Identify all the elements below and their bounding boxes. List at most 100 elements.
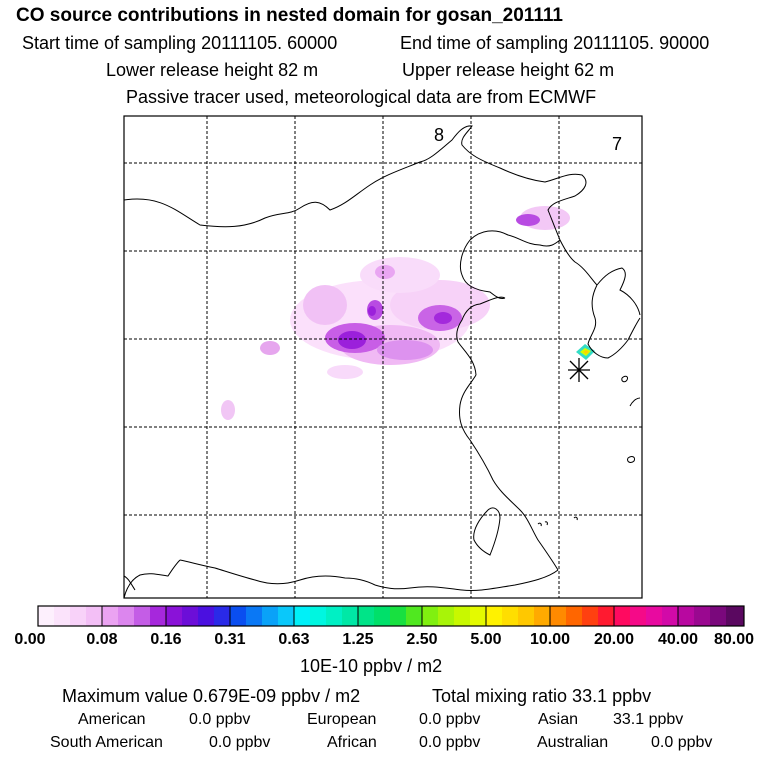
colorbar-swatch [358,606,374,626]
colorbar-swatch [454,606,470,626]
receptor-hotspot [583,350,589,354]
colorbar-swatch [182,606,198,626]
colorbar-swatch [342,606,358,626]
plume-core [368,306,376,316]
colorbar-swatch [438,606,454,626]
colorbar-swatch [518,606,534,626]
australian-label: Australian [537,734,609,751]
colorbar-swatch [502,606,518,626]
colorbar-frame [37,605,745,627]
colorbar-swatch [486,606,502,626]
colorbar-swatch [374,606,390,626]
colorbar-swatch [566,606,582,626]
asian-value: 33.1 ppbv [613,711,684,728]
colorbar-swatch [710,606,726,626]
plot-title: CO source contributions in nested domain… [16,5,563,26]
colorbar-tick-label: 0.63 [278,631,310,648]
south-american-label: South American [50,734,163,751]
colorbar-tick-label: 5.00 [470,631,502,648]
colorbar-swatch [150,606,166,626]
plume-mid [377,340,433,360]
receptor-marker [568,358,590,382]
coastlines [123,125,641,599]
colorbar-dividers [101,606,679,626]
plume-mid [516,214,540,226]
european-value: 0.0 ppbv [419,711,481,728]
colorbar-swatch [262,606,278,626]
american-label: American [78,711,146,728]
colorbar-swatch [694,606,710,626]
colorbar-swatch [86,606,102,626]
colorbar-swatch [230,606,246,626]
zone-label-7: 7 [612,134,622,154]
colorbar-swatch [422,606,438,626]
colorbar-swatch [38,606,54,626]
colorbar-swatch [582,606,598,626]
colorbar-swatches [38,606,744,626]
colorbar-swatch [678,606,694,626]
colorbar-swatch [278,606,294,626]
colorbar-tick-label: 20.00 [593,631,635,648]
colorbar-swatch [214,606,230,626]
colorbar-swatch [550,606,566,626]
colorbar-tick-label: 40.00 [657,631,699,648]
colorbar-swatch [630,606,646,626]
colorbar-swatch [646,606,662,626]
colorbar-swatch [614,606,630,626]
total-mixing-ratio-label: Total mixing ratio 33.1 ppbv [432,686,652,706]
colorbar-swatch [310,606,326,626]
colorbar-swatch [198,606,214,626]
tracer-note: Passive tracer used, meteorological data… [126,87,597,107]
australian-value: 0.0 ppbv [651,734,713,751]
plume-core [434,312,452,324]
colorbar-tick-label: 1.25 [342,631,374,648]
colorbar-swatch [70,606,86,626]
map-frame [123,115,643,599]
colorbar-swatch [118,606,134,626]
plume-contours [221,206,595,420]
colorbar-swatch [598,606,614,626]
colorbar-unit-label: 10E-10 ppbv / m2 [300,656,443,676]
colorbar-tick-label: 0.08 [86,631,118,648]
plume-outer [327,365,363,379]
colorbar-swatch [246,606,262,626]
european-label: European [307,711,377,728]
plume-mid [375,265,395,279]
end-time-label: End time of sampling 20111105. 90000 [400,33,710,53]
colorbar-swatch [406,606,422,626]
upper-release-height-label: Upper release height 62 m [402,60,615,80]
colorbar-swatch [534,606,550,626]
plume-core [338,331,366,349]
african-value: 0.0 ppbv [419,734,481,751]
colorbar-swatch [102,606,118,626]
colorbar-swatch [54,606,70,626]
asian-label: Asian [538,711,579,728]
start-time-label: Start time of sampling 20111105. 60000 [22,33,338,53]
colorbar-swatch [662,606,678,626]
lower-release-height-label: Lower release height 82 m [106,60,319,80]
colorbar-tick-label: 0.16 [150,631,182,648]
colorbar-swatch [390,606,406,626]
colorbar-tick-label: 2.50 [406,631,438,648]
colorbar-swatch [326,606,342,626]
colorbar-tick-label: 80.00 [713,631,755,648]
colorbar-swatch [470,606,486,626]
plume-outer [303,285,347,325]
lat-lon-grid [124,116,642,598]
south-american-value: 0.0 ppbv [209,734,271,751]
colorbar-tick-label: 0.31 [214,631,246,648]
colorbar-swatch [294,606,310,626]
plume-outer [221,400,235,420]
maximum-value-label: Maximum value 0.679E-09 ppbv / m2 [62,686,361,706]
zone-label-8: 8 [434,125,444,145]
colorbar-swatch [726,606,744,626]
colorbar-tick-label: 10.00 [529,631,571,648]
african-label: African [327,734,377,751]
colorbar-swatch [134,606,150,626]
colorbar-swatch [166,606,182,626]
american-value: 0.0 ppbv [189,711,251,728]
colorbar-tick-label: 0.00 [14,631,46,648]
plume-outer [260,341,280,355]
